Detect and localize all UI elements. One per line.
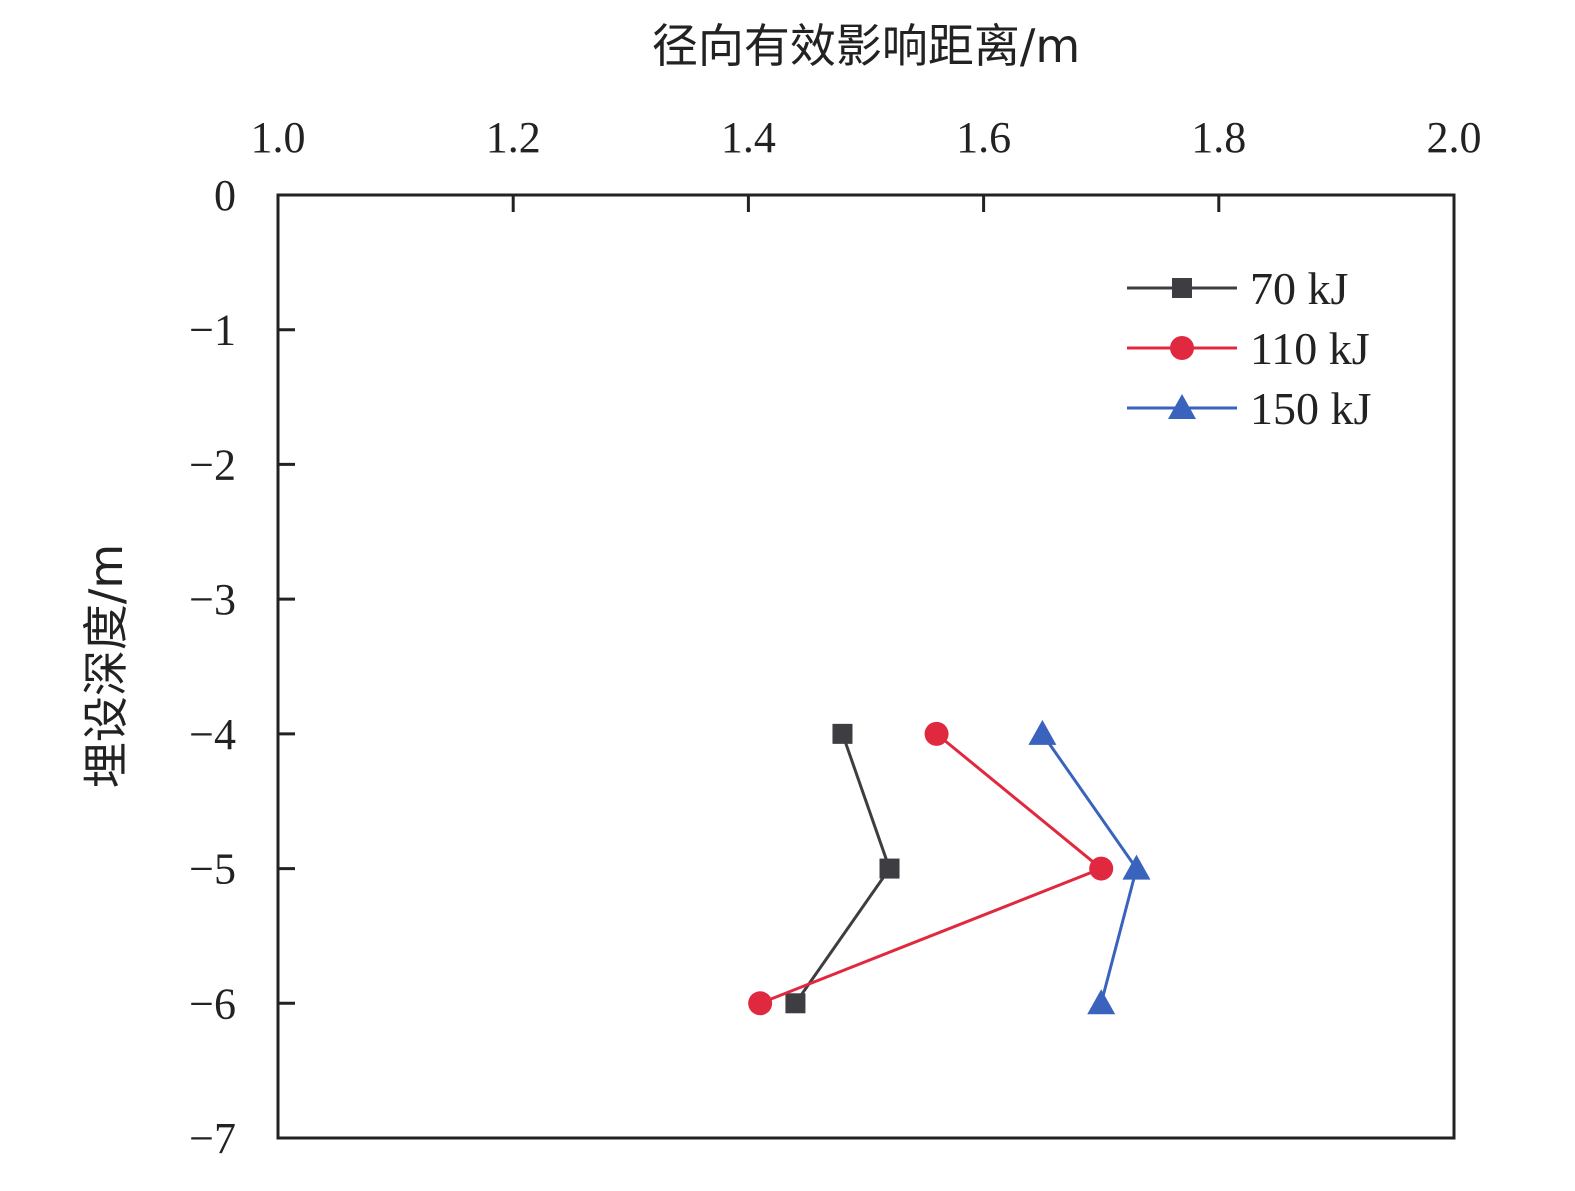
x-axis-title: 径向有效影响距离/m: [652, 19, 1080, 73]
y-tick-label: −2: [189, 440, 236, 489]
legend-item-110-kj: 110 kJ: [1127, 323, 1370, 374]
series-110-kj: [748, 721, 1114, 1016]
data-point-150-kj: [1087, 989, 1116, 1015]
y-tick-label: −4: [189, 710, 236, 759]
x-tick-label: 1.2: [486, 113, 541, 162]
legend-marker: [1168, 394, 1196, 419]
legend-item-150-kj: 150 kJ: [1127, 383, 1371, 434]
data-point-110-kj: [1089, 856, 1114, 881]
x-tick-label: 1.6: [956, 113, 1011, 162]
legend-marker: [1172, 278, 1192, 298]
legend-label: 110 kJ: [1250, 323, 1370, 374]
y-axis-ticks: 0 −1 −2 −3 −4 −5 −6 −7: [189, 171, 295, 1163]
x-tick-label: 2.0: [1427, 113, 1482, 162]
series-line-70-kj: [794, 733, 892, 1005]
legend-marker: [1170, 336, 1194, 360]
series-70-kj: [785, 723, 900, 1014]
data-point-150-kj: [1028, 719, 1057, 745]
x-axis-ticks: 1.0 1.2 1.4 1.6 1.8 2.0: [251, 113, 1482, 212]
series-layer: [748, 719, 1151, 1016]
x-tick-label: 1.4: [721, 113, 776, 162]
legend-item-70-kj: 70 kJ: [1127, 263, 1348, 314]
plot-frame: [276, 193, 1456, 1140]
y-tick-label: 0: [214, 171, 236, 220]
x-tick-label: 1.0: [251, 113, 306, 162]
legend-label: 150 kJ: [1250, 383, 1371, 434]
data-point-70-kj: [832, 723, 853, 744]
data-point-150-kj: [1122, 854, 1151, 880]
legend: 70 kJ 110 kJ 150 kJ: [1127, 263, 1371, 434]
data-point-70-kj: [785, 993, 806, 1014]
legend-label: 70 kJ: [1250, 263, 1348, 314]
y-tick-label: −7: [189, 1114, 236, 1163]
x-tick-label: 1.8: [1191, 113, 1246, 162]
series-line-110-kj: [759, 732, 1105, 1005]
data-point-110-kj: [924, 721, 949, 746]
y-tick-label: −1: [189, 306, 236, 355]
data-point-110-kj: [748, 991, 773, 1016]
y-tick-label: −5: [189, 845, 236, 894]
y-tick-label: −6: [189, 979, 236, 1028]
y-tick-label: −3: [189, 575, 236, 624]
series-150-kj: [1028, 719, 1151, 1015]
data-point-70-kj: [879, 858, 900, 879]
y-axis-title: 埋设深度/m: [79, 544, 133, 788]
